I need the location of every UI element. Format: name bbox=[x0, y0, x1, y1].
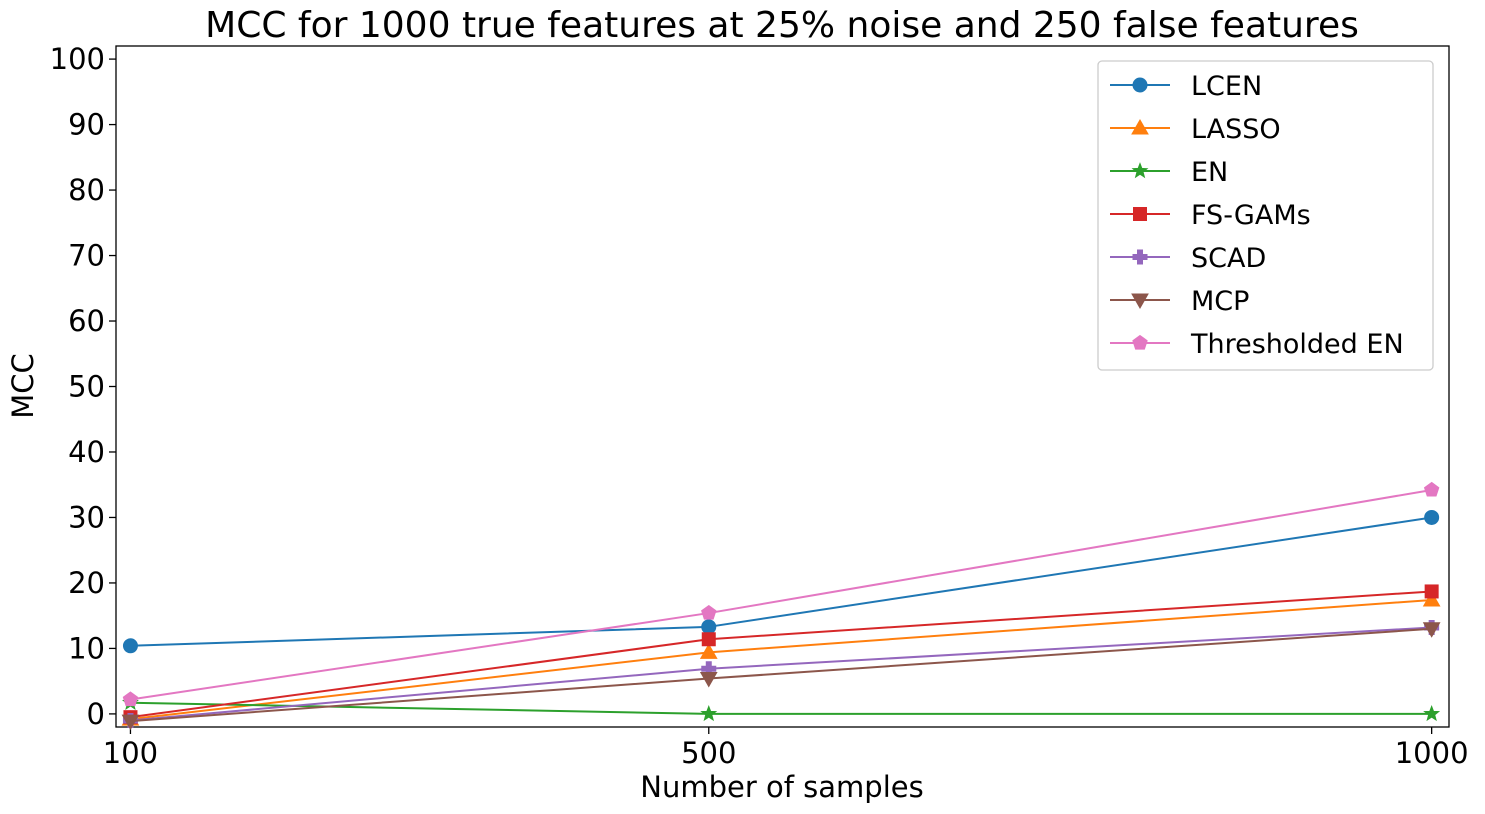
y-tick-label: 50 bbox=[68, 370, 105, 404]
data-point-mcp bbox=[121, 714, 140, 731]
legend-marker-scad bbox=[1132, 249, 1148, 265]
y-tick-label: 30 bbox=[68, 500, 105, 534]
legend-item-en: EN bbox=[1110, 157, 1228, 188]
legend-marker-lasso bbox=[1131, 118, 1149, 135]
y-tick-label: 100 bbox=[50, 42, 105, 76]
y-tick-label: 20 bbox=[68, 566, 105, 600]
x-tick-label: 500 bbox=[681, 736, 736, 770]
data-point-lcen bbox=[1424, 509, 1440, 525]
legend-label: LCEN bbox=[1191, 71, 1262, 102]
chart-title: MCC for 1000 true features at 25% noise … bbox=[205, 5, 1359, 46]
x-tick-label: 1000 bbox=[1395, 736, 1469, 770]
y-tick-label: 90 bbox=[68, 108, 105, 142]
legend-label: FS-GAMs bbox=[1191, 200, 1311, 231]
data-point-thresholded-en bbox=[701, 604, 717, 620]
series-fs-gams bbox=[123, 584, 1439, 725]
data-point-en bbox=[700, 705, 718, 722]
y-tick-label: 0 bbox=[87, 697, 105, 731]
y-tick-label: 80 bbox=[68, 173, 105, 207]
legend-item-fs-gams: FS-GAMs bbox=[1110, 200, 1311, 231]
data-point-lcen bbox=[122, 638, 138, 654]
y-tick-label: 70 bbox=[68, 239, 105, 273]
legend-marker-fs-gams bbox=[1133, 207, 1147, 221]
data-point-fs-gams bbox=[1424, 584, 1439, 599]
data-point-fs-gams bbox=[701, 632, 716, 647]
legend-item-scad: SCAD bbox=[1110, 243, 1266, 274]
legend-label: SCAD bbox=[1191, 243, 1266, 274]
legend-item-lasso: LASSO bbox=[1110, 114, 1281, 145]
data-point-lasso bbox=[699, 643, 718, 659]
legend-marker-en bbox=[1131, 162, 1149, 179]
x-axis-label: Number of samples bbox=[640, 770, 923, 804]
legend: LCEN LASSO EN FS-GAMs SCAD MCP Thresholded EN bbox=[1097, 60, 1434, 371]
y-axis: 0 10 20 30 40 50 60 70 80 90 100 bbox=[50, 42, 116, 731]
data-point-lasso bbox=[1422, 590, 1441, 607]
data-point-thresholded-en bbox=[1423, 481, 1440, 497]
legend-box bbox=[1097, 60, 1434, 371]
x-tick-label: 100 bbox=[103, 736, 158, 770]
data-point-mcp bbox=[1422, 622, 1441, 638]
legend-label: Thresholded EN bbox=[1190, 329, 1404, 360]
data-point-lcen bbox=[701, 619, 717, 635]
legend-item-lcen: LCEN bbox=[1110, 71, 1262, 102]
legend-marker-mcp bbox=[1131, 293, 1149, 310]
legend-label: EN bbox=[1191, 157, 1228, 188]
series-lcen bbox=[122, 509, 1440, 654]
series-layer bbox=[121, 481, 1441, 731]
legend-marker-thresholded-en bbox=[1132, 334, 1148, 350]
series-mcp bbox=[121, 622, 1441, 731]
legend-marker-lcen bbox=[1132, 77, 1148, 93]
data-point-thresholded-en bbox=[122, 691, 139, 707]
y-axis-label: MCC bbox=[6, 353, 40, 419]
data-point-mcp bbox=[699, 672, 718, 688]
data-point-en bbox=[1423, 705, 1441, 722]
x-axis: 100 500 1000 bbox=[103, 727, 1469, 770]
y-tick-label: 10 bbox=[68, 631, 105, 665]
y-tick-label: 60 bbox=[68, 304, 105, 338]
series-thresholded-en bbox=[122, 481, 1440, 707]
y-tick-label: 40 bbox=[68, 435, 105, 469]
legend-label: MCP bbox=[1191, 286, 1249, 317]
legend-label: LASSO bbox=[1191, 114, 1281, 145]
legend-item-thresholded-en: Thresholded EN bbox=[1110, 329, 1404, 360]
legend-item-mcp: MCP bbox=[1110, 286, 1249, 317]
